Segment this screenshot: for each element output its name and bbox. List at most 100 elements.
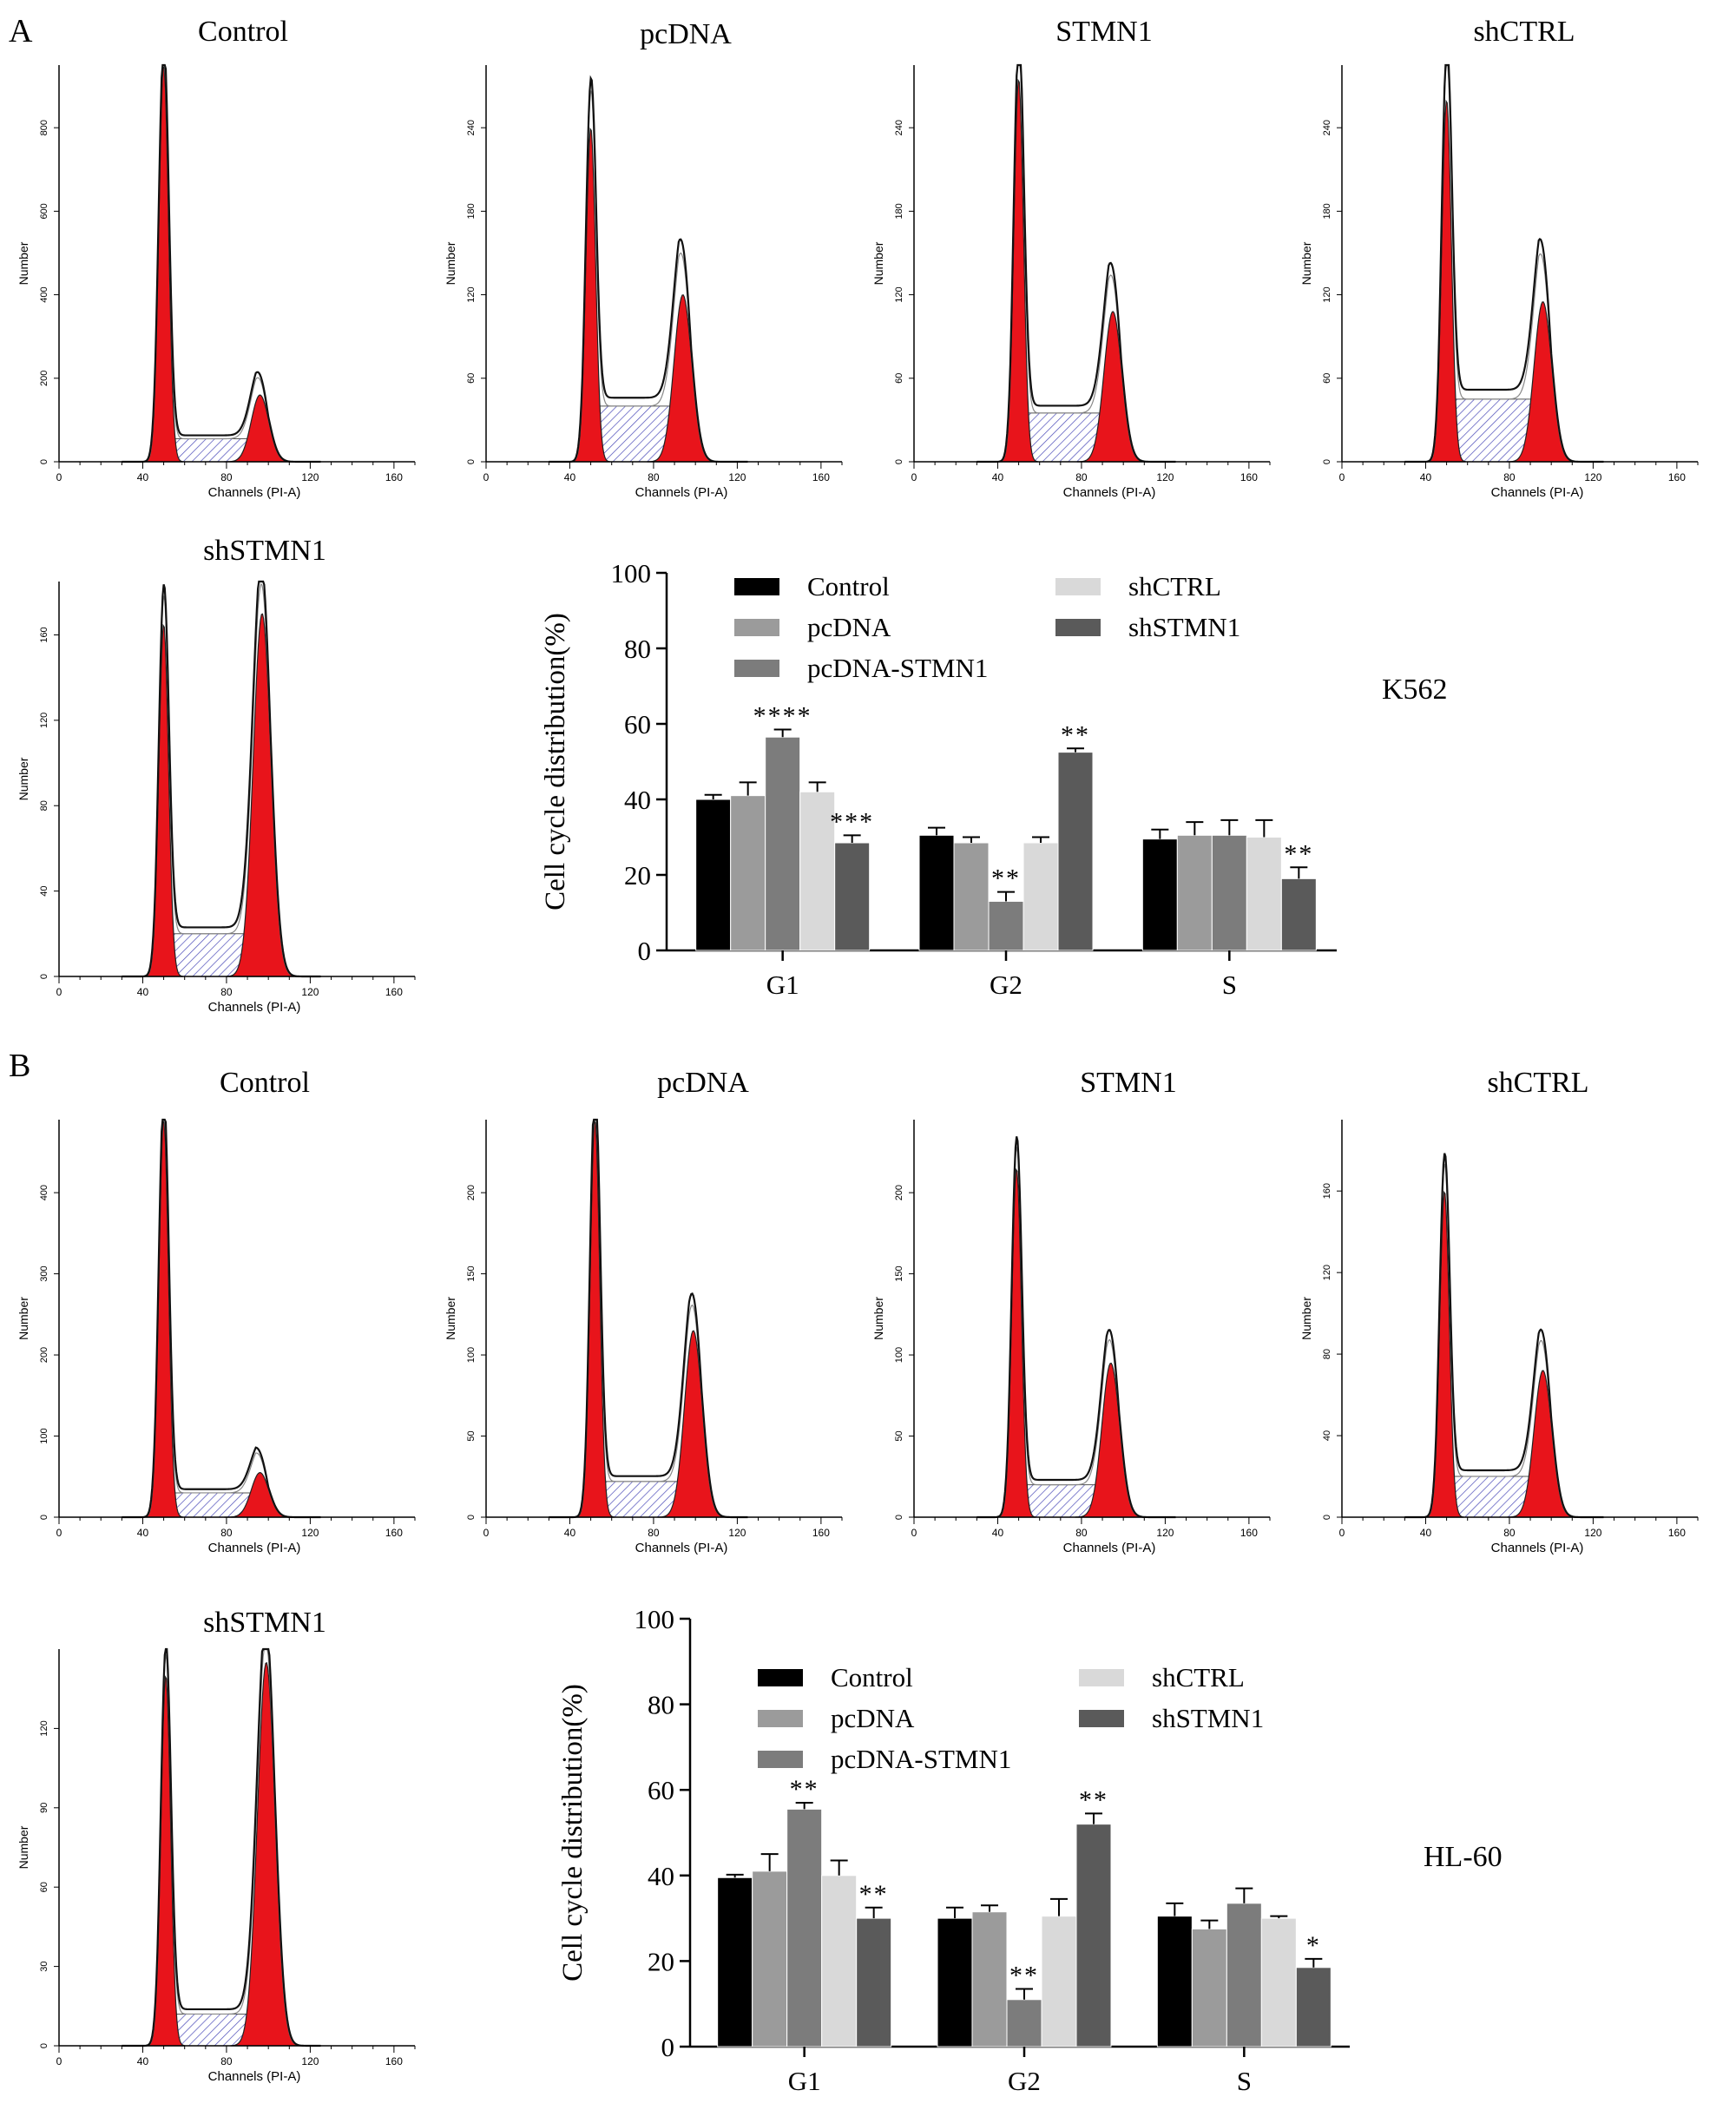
g2-peak: [230, 1661, 304, 2047]
histogram-title: shCTRL: [1487, 1067, 1588, 1099]
significance-label: **: [991, 864, 1021, 893]
x-tick-label: 0: [911, 471, 917, 483]
significance-label: **: [859, 1880, 889, 1909]
x-tick-label: 40: [564, 471, 576, 483]
x-tick-label: 160: [385, 1527, 403, 1539]
y-tick-label: 40: [1322, 1430, 1332, 1441]
histogram-title: Control: [198, 16, 288, 48]
y-tick-label: 120: [39, 713, 49, 728]
x-tick-label: 160: [1240, 1527, 1258, 1539]
y-tick-label: 60: [648, 1775, 674, 1805]
significance-label: **: [1061, 720, 1090, 749]
y-tick-label: 60: [1322, 373, 1332, 384]
histogram-a-stmn1: STMN1 0 40 80 120 160 0 60 120 180 240 Channels (PI…: [871, 16, 1271, 500]
y-tick-label: 80: [648, 1690, 674, 1720]
cell-line-label-k562: K562: [1382, 674, 1448, 706]
x-axis-label: Channels (PI-A): [1491, 485, 1584, 500]
x-tick-label: G1: [766, 970, 799, 1000]
x-tick-label: 120: [301, 2055, 319, 2067]
x-tick-label: 40: [137, 471, 149, 483]
y-tick-label: 300: [39, 1265, 49, 1281]
bar-shctrl-s: [1246, 837, 1282, 951]
x-tick-label: 80: [1503, 471, 1516, 483]
y-tick-label: 120: [1322, 1265, 1332, 1280]
x-tick-label: 120: [301, 986, 319, 998]
significance-label: *: [1306, 1931, 1321, 1960]
bar-pcdna-g2: [971, 1911, 1008, 2048]
legend-label-control: Control: [831, 1662, 913, 1693]
y-tick-label: 180: [1322, 203, 1332, 219]
y-tick-label: 200: [466, 1185, 477, 1200]
y-tick-label: 240: [1322, 120, 1332, 135]
x-axis-label: Channels (PI-A): [635, 1541, 728, 1555]
bar-shctrl-g2: [1023, 842, 1059, 951]
y-axis-label: Number: [16, 241, 30, 285]
y-tick-label: 240: [894, 120, 904, 135]
x-tick-label: 160: [385, 2055, 403, 2067]
y-tick-label: 0: [39, 1515, 49, 1520]
legend-label-shctrl: shCTRL: [1128, 571, 1221, 601]
data-line: [122, 63, 321, 463]
x-tick-label: 40: [1420, 471, 1432, 483]
x-tick-label: 80: [220, 1527, 233, 1539]
bar-shstmn1-g2: [1057, 752, 1094, 951]
x-tick-label: 0: [483, 471, 490, 483]
x-tick-label: 0: [911, 1527, 917, 1539]
bar-pcdna-stmn1-g2: [1006, 1999, 1042, 2048]
y-tick-label: 100: [894, 1347, 904, 1363]
histogram-title: shSTMN1: [203, 535, 326, 567]
significance-label: **: [1009, 1961, 1039, 1989]
y-axis-label: Number: [871, 241, 885, 285]
y-tick-label: 0: [1322, 1515, 1332, 1520]
y-tick-label: 600: [39, 203, 49, 219]
histogram-title: shSTMN1: [203, 1607, 326, 1639]
cell-line-label-hl60: HL-60: [1424, 1841, 1503, 1873]
x-tick-label: 0: [1339, 471, 1345, 483]
x-tick-label: 120: [301, 1527, 319, 1539]
x-tick-label: 40: [992, 1527, 1004, 1539]
data-line: [549, 75, 748, 463]
bar-shctrl-g1: [821, 1875, 858, 2048]
data-line: [122, 1118, 321, 1519]
data-line: [122, 1647, 321, 2048]
bar-control-g1: [695, 799, 732, 951]
y-tick-label: 100: [466, 1347, 477, 1363]
x-tick-label: 40: [137, 2055, 149, 2067]
bar-pcdna-s: [1176, 834, 1213, 951]
bar-shstmn1-s: [1295, 1967, 1332, 2048]
histogram-a-shctrl: shCTRL 0 40 80 120 160 0 60 120 180 240 Channels (P…: [1299, 16, 1699, 500]
x-tick-label: 40: [992, 471, 1004, 483]
y-tick-label: 50: [466, 1430, 477, 1441]
y-axis-label: Cell cycle distribution(%): [540, 613, 571, 910]
y-tick-label: 20: [624, 860, 651, 891]
x-tick-label: 160: [1240, 471, 1258, 483]
y-tick-label: 150: [894, 1265, 904, 1281]
legend-swatch-control: [758, 1669, 803, 1686]
bar-shstmn1-s: [1280, 878, 1317, 951]
fit-envelope: [549, 1119, 748, 1518]
y-tick-label: 800: [39, 120, 49, 135]
y-tick-label: 0: [638, 936, 652, 966]
x-tick-label: 160: [385, 471, 403, 483]
x-tick-label: 0: [56, 2055, 62, 2067]
y-tick-label: 240: [466, 120, 477, 135]
data-line: [122, 580, 321, 978]
y-axis-label: Number: [16, 1297, 30, 1340]
histogram-title: shCTRL: [1473, 16, 1575, 48]
y-tick-label: 0: [894, 1515, 904, 1520]
bar-pcdna-stmn1-g1: [765, 736, 801, 951]
y-tick-label: 100: [39, 1428, 49, 1443]
legend-label-shstmn1: shSTMN1: [1152, 1703, 1264, 1733]
x-axis-label: Channels (PI-A): [635, 485, 728, 500]
legend-label-control: Control: [807, 571, 890, 601]
x-tick-label: 120: [1584, 471, 1601, 483]
g1-peak: [575, 1119, 615, 1518]
data-line: [1404, 63, 1604, 463]
x-axis-label: Channels (PI-A): [208, 1000, 301, 1015]
y-tick-label: 30: [39, 1961, 49, 1971]
significance-label: **: [1284, 839, 1313, 868]
data-line: [549, 1118, 748, 1519]
x-axis-label: Channels (PI-A): [208, 485, 301, 500]
x-tick-label: 160: [1668, 471, 1686, 483]
y-tick-label: 120: [894, 286, 904, 302]
